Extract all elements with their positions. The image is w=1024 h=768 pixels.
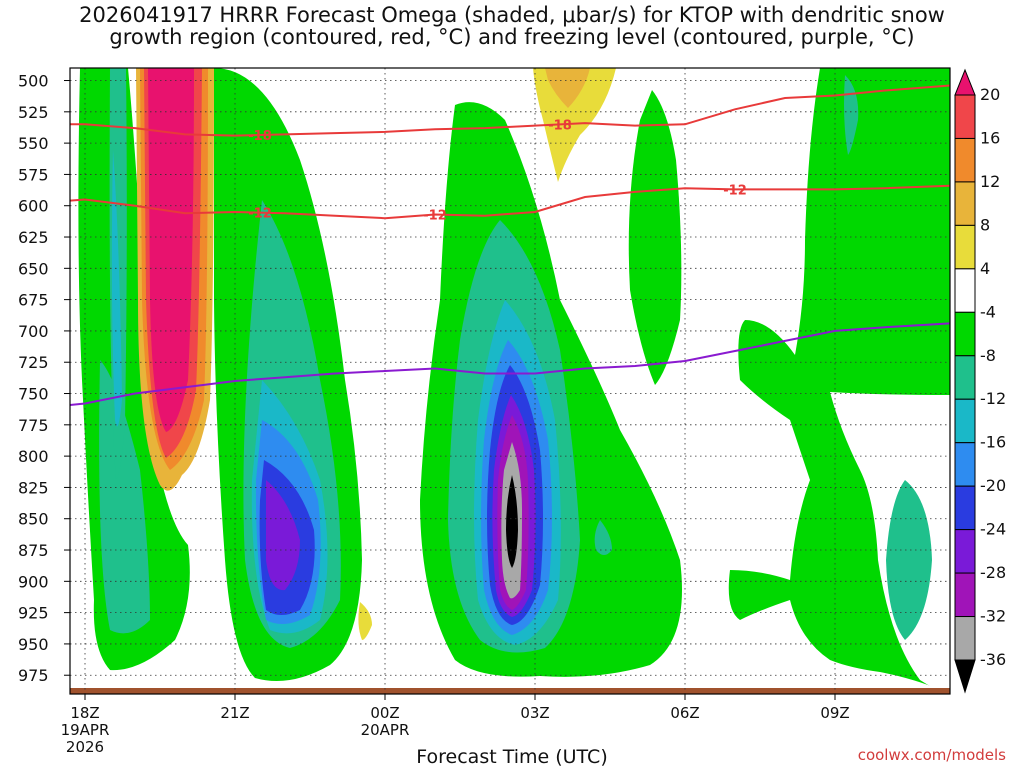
colorbar-label: -4 — [980, 302, 996, 321]
y-tick-label: 750 — [18, 385, 49, 404]
colorbar-swatch — [954, 572, 976, 618]
omega-shading — [78, 68, 950, 694]
x-tick-year: 2026 — [66, 738, 104, 756]
contour-label: -12 — [723, 183, 747, 198]
y-tick-label: 550 — [18, 134, 49, 153]
colorbar-swatch — [954, 398, 976, 444]
omega-area-yellow — [533, 68, 616, 182]
contour-label: -18 — [548, 118, 572, 133]
colorbar-label: -32 — [980, 607, 1006, 626]
x-tick-label: 18Z — [70, 704, 99, 722]
colorbar-swatch — [954, 224, 976, 270]
y-tick-label: 575 — [18, 165, 49, 184]
colorbar-label: 12 — [980, 172, 1000, 191]
colorbar-label: 20 — [980, 85, 1000, 104]
colorbar-swatch — [954, 268, 976, 313]
y-tick-label: 775 — [18, 416, 49, 435]
colorbar-label: -16 — [980, 433, 1006, 452]
grid-lines — [70, 68, 950, 694]
y-axis: 500 525 550 575 600 625 650 675 700 725 750 775 800 8… — [18, 72, 70, 685]
x-tick-label: 00Z — [370, 704, 399, 722]
x-tick-label: 21Z — [220, 704, 249, 722]
y-tick-label: 900 — [18, 572, 49, 591]
terrain-strip — [70, 688, 950, 694]
colorbar-swatch — [954, 355, 976, 400]
colorbar-label: 4 — [980, 259, 990, 278]
contour-label: -12 — [248, 207, 272, 222]
omega-area-cyan — [111, 150, 122, 427]
colorbar-swatch — [954, 485, 976, 531]
colorbar-label: -12 — [980, 389, 1006, 408]
colorbar-swatch — [954, 529, 976, 574]
colorbar-swatch — [954, 442, 976, 487]
y-tick-label: 675 — [18, 291, 49, 310]
contour-label: -18 — [248, 129, 272, 144]
y-tick-label: 700 — [18, 322, 49, 341]
omega-area-black — [506, 475, 518, 568]
isotherm-contours: -18 -18 -12 -12 -12 — [70, 84, 950, 407]
x-tick-label: 03Z — [520, 704, 549, 722]
y-tick-label: 500 — [18, 72, 49, 91]
contour-label: -12 — [423, 208, 447, 223]
y-tick-label: 850 — [18, 510, 49, 529]
x-tick-date: 19APR — [61, 721, 110, 739]
y-tick-label: 625 — [18, 228, 49, 247]
plot-frame — [69, 67, 951, 695]
colorbar-swatch — [954, 137, 976, 183]
y-tick-label: 525 — [18, 103, 49, 122]
colorbar-bottom-arrow — [954, 659, 976, 694]
colorbar-swatch — [954, 94, 976, 139]
x-axis-title: Forecast Time (UTC) — [416, 746, 608, 768]
title-line-1: 2026041917 HRRR Forecast Omega (shaded, … — [79, 3, 945, 27]
title-line-2: growth region (contoured, red, °C) and f… — [109, 25, 915, 49]
y-tick-label: 925 — [18, 604, 49, 623]
x-tick-label: 06Z — [670, 704, 699, 722]
colorbar-top-arrow — [954, 68, 976, 96]
chart-title: 2026041917 HRRR Forecast Omega (shaded, … — [0, 4, 1024, 48]
freezing-level-line — [70, 322, 950, 407]
colorbar-swatch — [954, 181, 976, 226]
colorbar-label: -8 — [980, 346, 996, 365]
colorbar-label: -20 — [980, 476, 1006, 495]
colorbar-label: -24 — [980, 520, 1006, 539]
y-tick-label: 800 — [18, 447, 49, 466]
y-tick-label: 725 — [18, 353, 49, 372]
colorbar-swatch — [954, 616, 976, 661]
omega-area-green — [628, 90, 682, 385]
credit-link[interactable]: coolwx.com/models — [857, 746, 1006, 764]
colorbar-label: 16 — [980, 129, 1000, 148]
omega-area-purple — [266, 480, 300, 591]
x-tick-date: 20APR — [361, 721, 410, 739]
colorbar-label: 8 — [980, 215, 990, 234]
colorbar-label: -36 — [980, 650, 1006, 669]
x-tick-label: 09Z — [820, 704, 849, 722]
colorbar: 20 16 12 8 4 -4 -8 -12 -16 -20 -24 -28 -32 -36 — [954, 68, 1006, 694]
y-tick-label: 650 — [18, 259, 49, 278]
omega-area-yellow — [358, 602, 372, 640]
omega-area-teal — [99, 360, 150, 634]
colorbar-label: -28 — [980, 563, 1006, 582]
y-tick-label: 950 — [18, 635, 49, 654]
omega-area-teal — [594, 520, 612, 555]
omega-area-teal — [886, 480, 932, 640]
isotherm-line — [70, 184, 950, 220]
isotherm-line — [70, 84, 950, 137]
y-tick-label: 600 — [18, 197, 49, 216]
y-tick-label: 825 — [18, 478, 49, 497]
y-tick-label: 975 — [18, 666, 49, 685]
omega-area-magenta — [148, 68, 194, 432]
omega-area-gold — [545, 68, 590, 108]
colorbar-swatch — [954, 311, 976, 357]
y-tick-label: 875 — [18, 541, 49, 560]
